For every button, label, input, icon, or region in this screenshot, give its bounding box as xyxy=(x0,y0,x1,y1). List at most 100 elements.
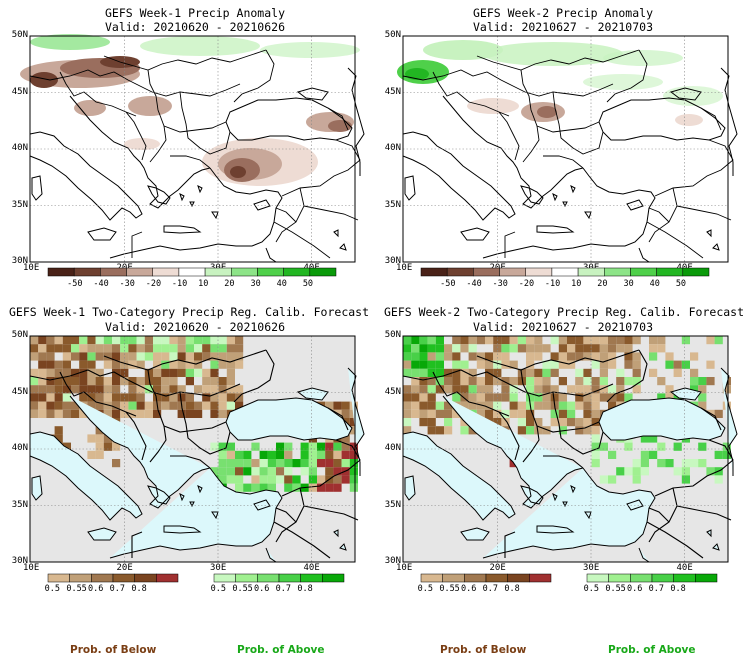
probability-cell xyxy=(333,442,342,451)
probability-cell xyxy=(112,377,121,386)
probability-cell xyxy=(411,409,420,418)
probability-cell xyxy=(632,368,641,377)
probability-cell xyxy=(54,401,63,410)
probability-cell xyxy=(476,409,485,418)
probability-cell xyxy=(46,360,55,369)
probability-cell xyxy=(542,360,551,369)
colorbar-swatch xyxy=(608,573,631,583)
probability-cell xyxy=(411,393,420,402)
probability-cell xyxy=(460,368,469,377)
anomaly-shading xyxy=(483,42,623,66)
probability-cell xyxy=(185,368,194,377)
probability-cell xyxy=(567,418,576,427)
probability-cell xyxy=(30,344,39,353)
probability-cell xyxy=(95,352,104,361)
probability-cell xyxy=(161,336,170,345)
probability-cell xyxy=(153,409,162,418)
probability-cell xyxy=(591,360,600,369)
probability-cell xyxy=(591,459,600,468)
probability-cell xyxy=(575,393,584,402)
probability-cell xyxy=(226,352,235,361)
probability-cell xyxy=(226,360,235,369)
probability-cell xyxy=(534,352,543,361)
probability-cell xyxy=(218,401,227,410)
probability-cell xyxy=(427,336,436,345)
probability-cell xyxy=(534,336,543,345)
probability-cell xyxy=(632,352,641,361)
probability-cell xyxy=(71,352,80,361)
probability-cell xyxy=(624,467,633,476)
colorbar-swatch xyxy=(73,267,101,277)
probability-cell xyxy=(292,483,301,492)
lat-label: 40N xyxy=(384,143,401,153)
probability-cell xyxy=(46,368,55,377)
probability-cell xyxy=(177,409,186,418)
lat-label: 45N xyxy=(11,386,28,397)
probability-cell xyxy=(218,459,227,468)
probability-cell xyxy=(567,352,576,361)
probability-cell xyxy=(308,459,317,468)
lat-label: 30N xyxy=(384,256,401,266)
lat-label: 45N xyxy=(384,386,401,397)
probability-cell xyxy=(690,459,699,468)
probability-cell xyxy=(591,442,600,451)
probability-cell xyxy=(599,344,608,353)
probability-cell xyxy=(706,467,715,476)
probability-cell xyxy=(194,352,203,361)
probability-cell xyxy=(161,385,170,394)
probability-cell xyxy=(640,459,649,468)
probability-cell xyxy=(542,393,551,402)
above-colorbar-label: 0.7 xyxy=(648,584,665,594)
probability-cell xyxy=(349,442,358,451)
colorbar-swatch xyxy=(257,267,284,277)
panel2-title-line1: GEFS Week-2 Precip Anomaly xyxy=(472,6,653,20)
probability-cell xyxy=(591,352,600,361)
probability-cell xyxy=(87,385,96,394)
probability-cell xyxy=(673,442,682,451)
probability-cell xyxy=(54,368,63,377)
probability-cell xyxy=(62,385,71,394)
probability-cell xyxy=(501,385,510,394)
lat-label: 45N xyxy=(384,86,401,97)
probability-cell xyxy=(46,385,55,394)
probability-cell xyxy=(112,360,121,369)
anomaly-colorbar-label: 20 xyxy=(224,279,235,289)
probability-cell xyxy=(411,352,420,361)
probability-cell xyxy=(161,360,170,369)
probability-cell xyxy=(226,377,235,386)
probability-cell xyxy=(202,377,211,386)
probability-cell xyxy=(194,368,203,377)
probability-cell xyxy=(71,377,80,386)
probability-cell xyxy=(169,401,178,410)
probability-cell xyxy=(46,336,55,345)
probability-cell xyxy=(665,459,674,468)
probability-cell xyxy=(161,401,170,410)
anomaly-shading xyxy=(260,42,360,58)
probability-cell xyxy=(210,336,219,345)
probability-cell xyxy=(403,385,412,394)
colorbar-swatch xyxy=(309,267,337,277)
probability-cell xyxy=(276,450,285,459)
probability-cell xyxy=(103,336,112,345)
probability-cell xyxy=(542,401,551,410)
below-colorbar-label: 0.8 xyxy=(131,584,147,594)
probability-cell xyxy=(517,336,526,345)
probability-cell xyxy=(534,393,543,402)
probability-cell xyxy=(185,344,194,353)
probability-cell xyxy=(112,336,121,345)
lat-label: 35N xyxy=(384,199,401,210)
colorbar-swatch xyxy=(673,573,696,583)
probability-cell xyxy=(665,360,674,369)
probability-cell xyxy=(194,344,203,353)
probability-cell xyxy=(411,377,420,386)
probability-cell xyxy=(452,393,461,402)
probability-cell xyxy=(226,459,235,468)
probability-cell xyxy=(468,352,477,361)
probability-cell xyxy=(681,336,690,345)
probability-cell xyxy=(591,418,600,427)
probability-cell xyxy=(79,409,88,418)
probability-cell xyxy=(226,385,235,394)
probability-cell xyxy=(403,336,412,345)
probability-cell xyxy=(38,409,47,418)
